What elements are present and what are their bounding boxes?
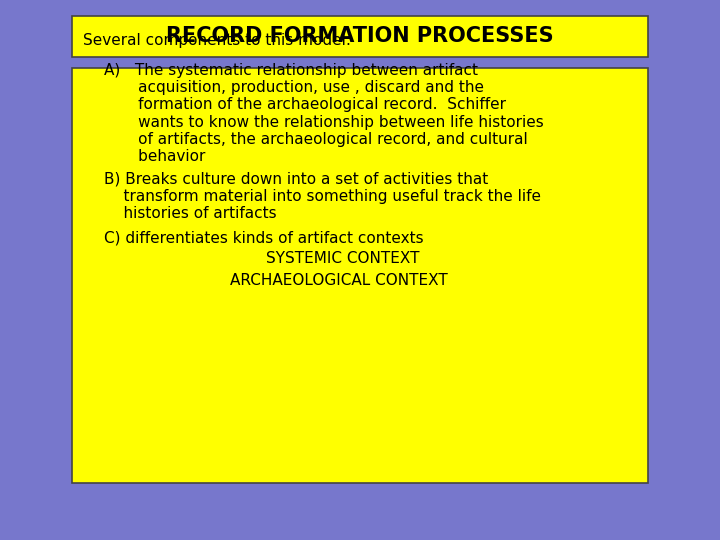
Text: of artifacts, the archaeological record, and cultural: of artifacts, the archaeological record,…: [104, 132, 528, 147]
Text: A)   The systematic relationship between artifact: A) The systematic relationship between a…: [104, 63, 478, 78]
Text: acquisition, production, use , discard and the: acquisition, production, use , discard a…: [104, 80, 485, 95]
Text: Several components to this model:: Several components to this model:: [83, 33, 351, 48]
Text: C) differentiates kinds of artifact contexts: C) differentiates kinds of artifact cont…: [104, 230, 424, 245]
Text: SYSTEMIC CONTEXT: SYSTEMIC CONTEXT: [266, 251, 420, 266]
Text: formation of the archaeological record.  Schiffer: formation of the archaeological record. …: [104, 97, 506, 112]
FancyBboxPatch shape: [72, 68, 648, 483]
Text: histories of artifacts: histories of artifacts: [104, 206, 277, 221]
Text: behavior: behavior: [104, 149, 206, 164]
Text: B) Breaks culture down into a set of activities that: B) Breaks culture down into a set of act…: [104, 172, 489, 187]
Text: ARCHAEOLOGICAL CONTEXT: ARCHAEOLOGICAL CONTEXT: [230, 273, 448, 288]
FancyBboxPatch shape: [72, 16, 648, 57]
Text: wants to know the relationship between life histories: wants to know the relationship between l…: [104, 114, 544, 130]
Text: transform material into something useful track the life: transform material into something useful…: [104, 189, 541, 204]
Text: RECORD FORMATION PROCESSES: RECORD FORMATION PROCESSES: [166, 26, 554, 46]
